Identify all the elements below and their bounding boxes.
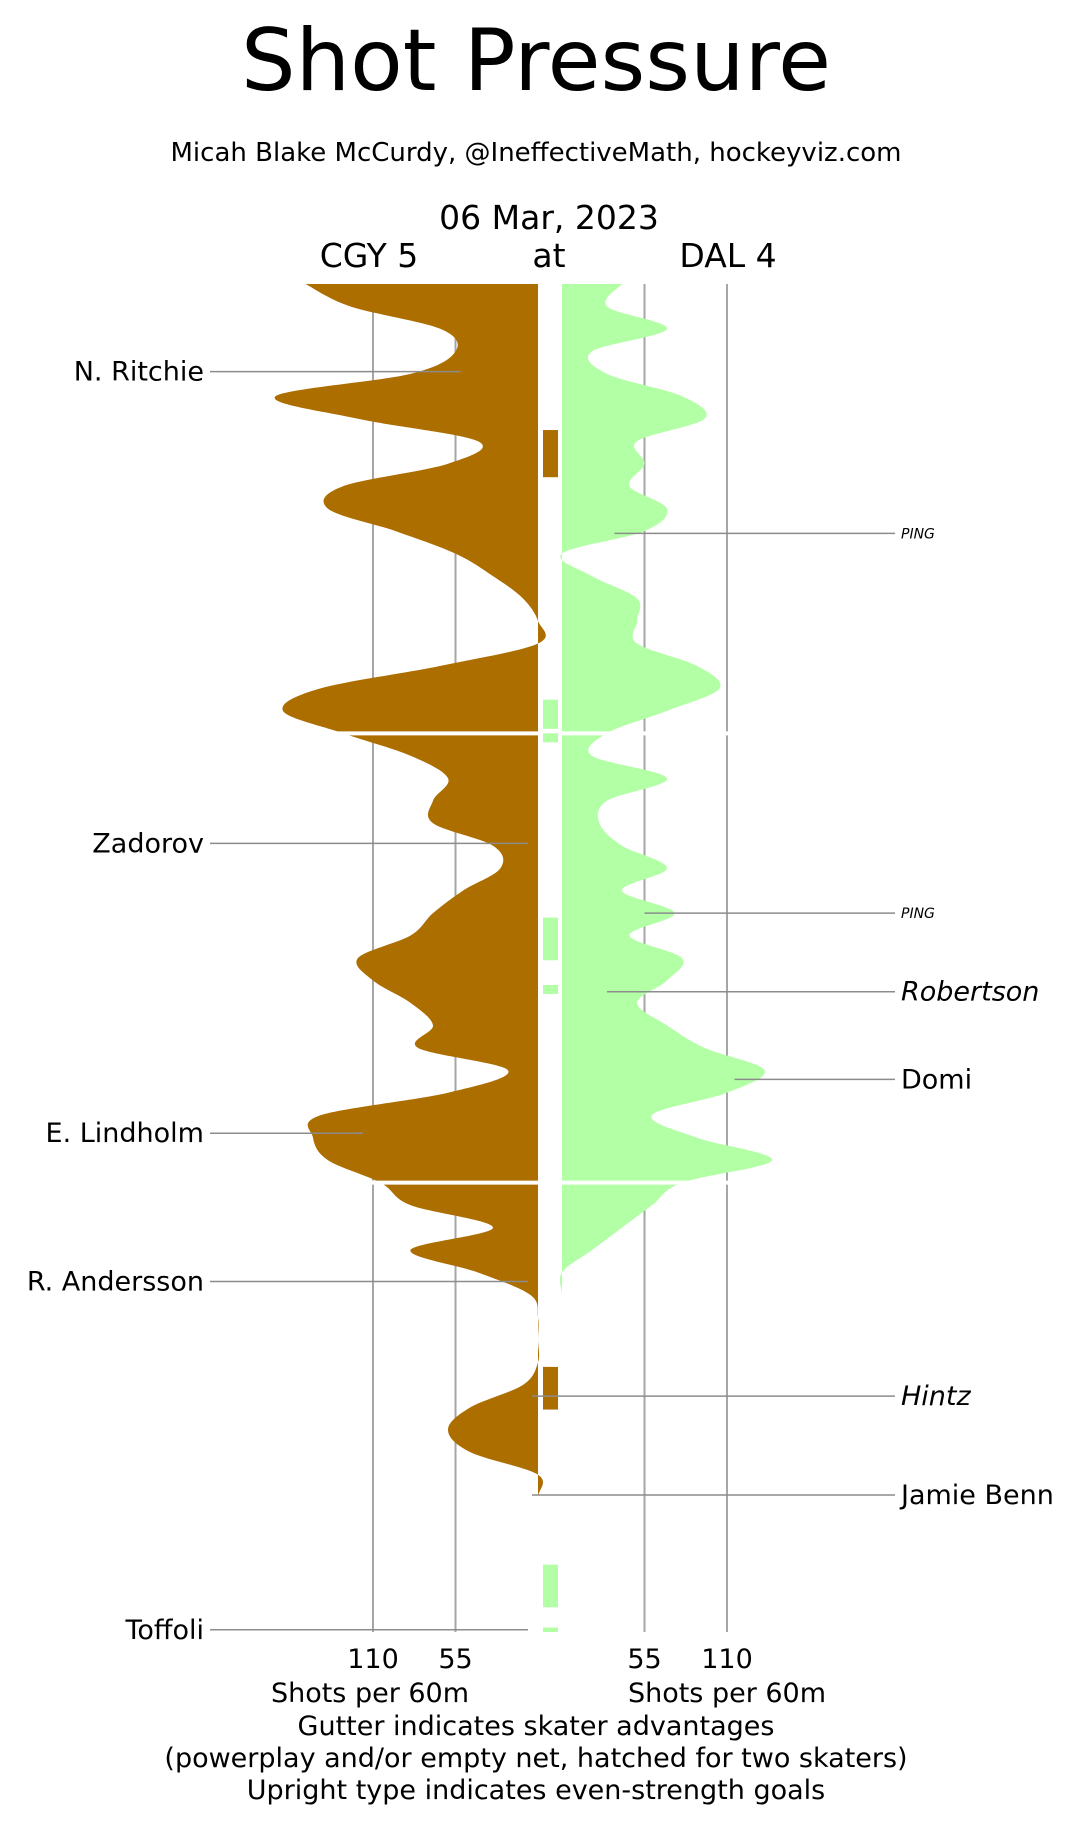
at-label: at <box>532 236 565 275</box>
game-date: 06 Mar, 2023 <box>439 198 659 237</box>
goal-label-10: Toffoli <box>124 1615 204 1646</box>
home-pressure-area <box>559 284 773 1632</box>
goal-label-8: Hintz <box>901 1381 972 1412</box>
gutter-segment-3 <box>543 917 558 961</box>
pressure-areas <box>274 284 773 1632</box>
left-axis-label: Shots per 60m <box>271 1678 469 1709</box>
goal-label-6: E. Lindholm <box>46 1118 204 1149</box>
chart-title: Shot Pressure <box>241 11 831 111</box>
goal-label-7: R. Andersson <box>27 1267 204 1298</box>
gutter-segment-0 <box>543 430 558 478</box>
left-tick-label-55: 55 <box>438 1644 472 1675</box>
footer-note-line3: Upright type indicates even-strength goa… <box>247 1775 825 1806</box>
goal-label-9: Jamie Benn <box>899 1480 1054 1511</box>
goal-label-2: Zadorov <box>92 828 204 859</box>
gutter-segment-6 <box>543 1564 558 1608</box>
gutter-segment-4 <box>543 984 558 994</box>
goal-annotations: N. Ritchie PING Zadorov PING Robertson Domi E.… <box>27 357 1054 1646</box>
gutter-segment-5 <box>543 1366 558 1410</box>
away-team-label: CGY 5 <box>320 236 419 275</box>
goal-label-1: PING <box>901 526 935 542</box>
skater-advantage-gutter <box>543 430 558 1632</box>
right-tick-label-55: 55 <box>627 1644 661 1675</box>
axis-tick-labels: 55 55 110 110 <box>347 1644 753 1675</box>
footer-note-line1: Gutter indicates skater advantages <box>298 1711 775 1742</box>
gutter-segment-7 <box>543 1627 558 1632</box>
left-tick-label-110: 110 <box>347 1644 399 1675</box>
right-tick-label-110: 110 <box>701 1644 753 1675</box>
gutter-segment-2 <box>543 733 558 743</box>
right-axis-label: Shots per 60m <box>628 1678 826 1709</box>
chart-subtitle: Micah Blake McCurdy, @IneffectiveMath, h… <box>171 138 902 168</box>
goal-label-4: Robertson <box>901 977 1039 1008</box>
home-team-label: DAL 4 <box>679 236 776 275</box>
away-pressure-area <box>274 284 546 1632</box>
goal-label-3: PING <box>901 906 935 922</box>
gutter-segment-1 <box>543 699 558 729</box>
goal-label-0: N. Ritchie <box>74 357 204 388</box>
goal-label-5: Domi <box>901 1064 972 1095</box>
footer-note-line2: (powerplay and/or empty net, hatched for… <box>164 1743 907 1774</box>
